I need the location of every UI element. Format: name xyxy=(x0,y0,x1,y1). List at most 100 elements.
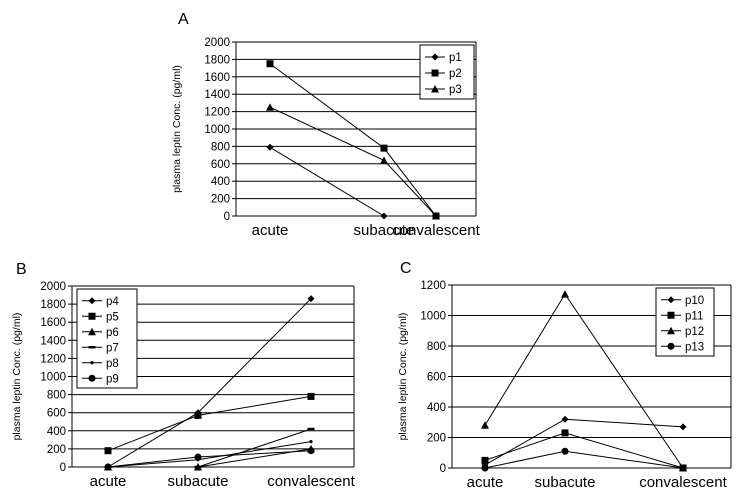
data-point-p9 xyxy=(104,463,112,471)
legend-marker-p12 xyxy=(667,326,675,335)
data-point-p1 xyxy=(266,143,274,151)
y-tick-label: 1000 xyxy=(204,124,230,136)
chart-panel-A: A 0 200 400 600 800 1000 1200 1400 1600 1800 2000 ac… xyxy=(171,11,481,239)
legend-marker-p5 xyxy=(88,312,96,320)
legend-marker-p7 xyxy=(88,346,96,349)
series-line-p12 xyxy=(484,293,684,469)
data-point-p9 xyxy=(194,453,202,461)
y-tick-label: 1600 xyxy=(204,72,230,84)
legend-marker-p6 xyxy=(88,327,96,336)
y-axis-label: plasma leptin Conc. (pg/ml) xyxy=(397,313,409,441)
legend-entry: p6 xyxy=(106,327,119,339)
legend-entry: p7 xyxy=(106,342,119,354)
legend-entry: p5 xyxy=(106,311,119,323)
y-tick-label: 600 xyxy=(47,408,66,420)
x-category-label: acute xyxy=(252,222,289,239)
data-point-p12 xyxy=(481,421,489,429)
y-tick-label: 800 xyxy=(211,141,230,153)
legend-marker-p8 xyxy=(90,361,94,365)
y-tick-label: 1000 xyxy=(40,372,66,384)
y-tick-label: 400 xyxy=(427,402,446,414)
legend-marker-p2 xyxy=(431,69,439,77)
legend-entry: p11 xyxy=(685,310,703,322)
y-tick-label: 0 xyxy=(60,462,66,474)
data-point-p5 xyxy=(307,392,315,400)
data-point-p12 xyxy=(561,290,569,298)
y-tick-label: 400 xyxy=(211,176,230,188)
data-point-p13 xyxy=(679,464,687,472)
panel-label: C xyxy=(400,260,412,277)
data-point-p10 xyxy=(679,423,687,431)
data-point-p7 xyxy=(307,427,315,431)
x-category-label: convalescent xyxy=(639,474,727,491)
data-point-p9 xyxy=(307,447,315,455)
legend-entry: p10 xyxy=(685,295,704,307)
x-category-label: convalescent xyxy=(267,473,355,490)
y-tick-label: 600 xyxy=(211,159,230,171)
series-line-p2 xyxy=(269,63,437,217)
y-tick-label: 2000 xyxy=(40,281,66,293)
legend-entry: p12 xyxy=(685,326,704,338)
y-axis-label: plasma leptin Conc. (pg/ml) xyxy=(171,65,183,193)
legend-marker-p9 xyxy=(88,374,96,382)
data-point-p11 xyxy=(481,456,489,464)
series-line-p10 xyxy=(484,418,684,466)
y-tick-label: 600 xyxy=(427,372,446,384)
panel-label: A xyxy=(178,11,189,28)
x-category-label: subacute xyxy=(168,473,229,490)
legend-marker-p4 xyxy=(88,297,96,305)
legend-entry: p13 xyxy=(685,341,704,353)
series-line-p5 xyxy=(107,395,312,452)
y-tick-label: 1400 xyxy=(204,89,230,101)
data-point-p13 xyxy=(481,464,489,472)
data-point-p5 xyxy=(194,411,202,419)
y-tick-label: 1600 xyxy=(40,317,66,329)
y-tick-label: 400 xyxy=(47,426,66,438)
legend-entry: p8 xyxy=(106,358,119,370)
y-tick-label: 200 xyxy=(211,194,230,206)
data-point-p3 xyxy=(266,103,274,111)
data-point-p7 xyxy=(194,465,202,469)
y-tick-label: 1400 xyxy=(40,335,66,347)
x-category-label: acute xyxy=(467,474,504,491)
data-point-p4 xyxy=(307,295,315,303)
legend-box xyxy=(76,288,138,389)
data-point-p2 xyxy=(380,144,388,152)
y-tick-label: 1800 xyxy=(40,299,66,311)
legend-entry: p2 xyxy=(449,68,462,80)
y-tick-label: 800 xyxy=(427,341,446,353)
data-point-p11 xyxy=(561,429,569,437)
y-tick-label: 1200 xyxy=(40,353,66,365)
data-point-p3 xyxy=(432,212,440,220)
legend-marker-p13 xyxy=(667,342,675,350)
x-category-label: acute xyxy=(90,473,127,490)
legend-marker-p1 xyxy=(431,53,439,61)
legend-marker-p10 xyxy=(667,296,675,304)
chart-panel-C: C 0 200 400 600 800 1000 1200 acute subacute conva… xyxy=(397,260,732,491)
y-axis-label: plasma leptin Conc. (pg/ml) xyxy=(11,313,23,441)
y-tick-label: 200 xyxy=(47,444,66,456)
data-point-p5 xyxy=(104,447,112,455)
data-point-p3 xyxy=(380,156,388,164)
x-category-label: subacute xyxy=(535,474,596,491)
legend-entry: p1 xyxy=(449,52,462,64)
y-tick-label: 1800 xyxy=(204,54,230,66)
series-line-p7 xyxy=(108,428,312,468)
data-point-p8 xyxy=(309,440,313,444)
series-line-p3 xyxy=(269,106,437,217)
chart-panel-B: B 0 200 400 600 800 1000 1200 1400 1600 1800 2000 ac… xyxy=(11,261,356,490)
legend-marker-p3 xyxy=(431,85,439,93)
y-tick-label: 200 xyxy=(427,433,446,445)
legend-marker-p11 xyxy=(667,311,675,319)
data-point-p1 xyxy=(380,212,388,220)
data-point-p10 xyxy=(561,415,569,423)
x-category-label: convalescent xyxy=(392,222,480,239)
y-tick-label: 2000 xyxy=(204,37,230,49)
legend-entry: p3 xyxy=(449,84,462,96)
y-tick-label: 800 xyxy=(47,390,66,402)
y-tick-label: 0 xyxy=(440,463,446,475)
data-point-p13 xyxy=(561,447,569,455)
y-tick-label: 1000 xyxy=(420,311,446,323)
series-line-p11 xyxy=(484,432,684,469)
